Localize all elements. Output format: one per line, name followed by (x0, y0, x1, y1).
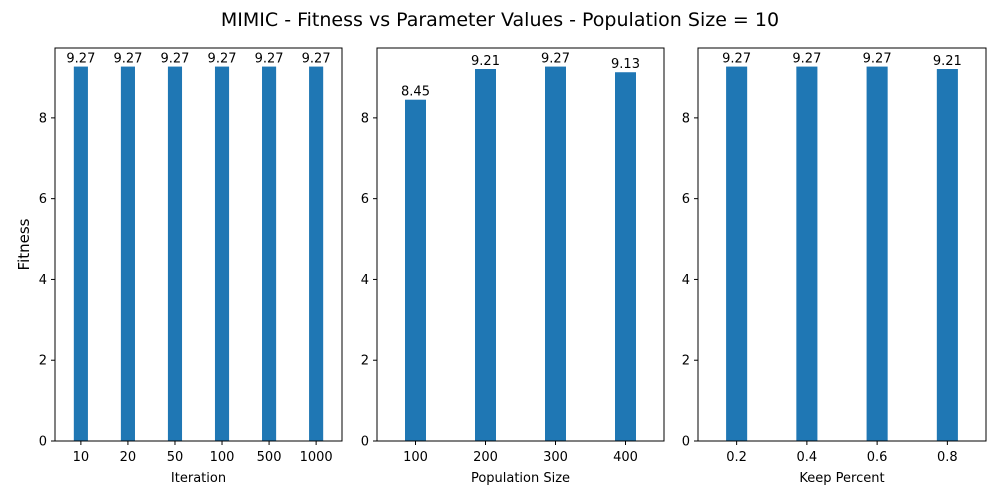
y-tick-label-2-5: 8 (361, 111, 369, 126)
x-tick-label-3-3: 0.6 (867, 450, 888, 465)
bar-2-4 (615, 72, 636, 442)
data-label-2-2: 9.21 (471, 54, 500, 69)
bar-2-2 (475, 69, 496, 441)
axes-frame-3 (697, 47, 987, 442)
data-label-2-3: 9.27 (541, 52, 570, 67)
subplot-3: 9.27 0.2 9.27 0.4 9.27 0.6 9.21 0.8 0 2 4 6 8 Keep Pe… (682, 47, 987, 486)
y-tick-label-1-2: 2 (39, 354, 47, 369)
x-tick-label-2-1: 100 (403, 450, 428, 465)
data-label-1-4: 9.27 (208, 52, 237, 67)
data-label-1-3: 9.27 (160, 52, 189, 67)
data-label-1-1: 9.27 (66, 52, 95, 67)
y-tick-label-1-5: 8 (39, 111, 47, 126)
data-label-1-5: 9.27 (255, 52, 284, 67)
data-label-2-4: 9.13 (611, 57, 640, 72)
y-tick-label-2-1: 0 (361, 435, 369, 450)
bar-2-3 (545, 66, 566, 441)
axes-frame-2 (376, 47, 665, 442)
x-tick-label-1-2: 20 (120, 450, 137, 465)
bar-2-1 (405, 99, 426, 442)
y-tick-label-3-2: 2 (682, 354, 690, 369)
bar-1-4 (214, 66, 230, 441)
bar-1-6 (309, 66, 324, 441)
x-tick-label-3-2: 0.4 (797, 450, 818, 465)
data-label-3-4: 9.21 (933, 54, 962, 69)
subplots: 9.27109.27209.27509.271009.275009.271000… (15, 47, 987, 486)
y-tick-label-1-4: 6 (39, 192, 47, 207)
bar-3-3 (866, 66, 888, 441)
x-tick-label-3-4: 0.8 (937, 450, 958, 465)
data-label-1-2: 9.27 (113, 52, 142, 67)
x-tick-label-3-1: 0.2 (726, 450, 747, 465)
y-tick-label-3-5: 8 (682, 111, 690, 126)
x-axis-label-1: Iteration (171, 471, 226, 486)
x-tick-label-2-3: 300 (543, 450, 568, 465)
y-tick-label-3-4: 6 (682, 192, 690, 207)
subplot-1: 9.27109.27209.27509.271009.275009.271000… (15, 47, 343, 486)
bar-3-4 (936, 69, 958, 441)
figure-title: MIMIC - Fitness vs Parameter Values - Po… (221, 9, 779, 31)
x-tick-label-1-5: 500 (257, 450, 282, 465)
y-axis-label-1: Fitness (15, 218, 33, 270)
y-tick-label-2-3: 4 (361, 273, 369, 288)
bar-1-5 (262, 66, 277, 441)
data-label-3-3: 9.27 (863, 52, 892, 67)
data-label-3-1: 9.27 (722, 52, 751, 67)
data-label-2-1: 8.45 (401, 85, 430, 100)
bar-1-2 (120, 66, 135, 441)
bar-3-1 (726, 66, 748, 441)
x-tick-label-2-4: 400 (613, 450, 638, 465)
y-tick-label-2-2: 2 (361, 354, 369, 369)
y-tick-label-2-4: 6 (361, 192, 369, 207)
bar-1-3 (167, 66, 183, 441)
x-tick-label-2-2: 200 (473, 450, 498, 465)
data-label-1-6: 9.27 (302, 52, 331, 67)
x-axis-label-2: Population Size (471, 471, 570, 486)
x-tick-label-1-6: 1000 (300, 450, 333, 465)
y-tick-label-3-1: 0 (682, 435, 690, 450)
bar-3-2 (796, 66, 818, 441)
x-tick-label-1-4: 100 (210, 450, 235, 465)
axes-frame-1 (54, 47, 343, 442)
y-tick-label-1-3: 4 (39, 273, 47, 288)
y-tick-label-1-1: 0 (39, 435, 47, 450)
bar-1-1 (73, 66, 88, 441)
y-tick-label-3-3: 4 (682, 273, 690, 288)
subplot-2: 8.45 100 9.21 200 9.27 300 9.13 400 0 2 4 6 8 Populat… (361, 47, 665, 486)
data-label-3-2: 9.27 (792, 52, 821, 67)
x-tick-label-1-1: 10 (73, 450, 90, 465)
x-tick-label-1-3: 50 (167, 450, 184, 465)
x-axis-label-3: Keep Percent (799, 471, 884, 486)
